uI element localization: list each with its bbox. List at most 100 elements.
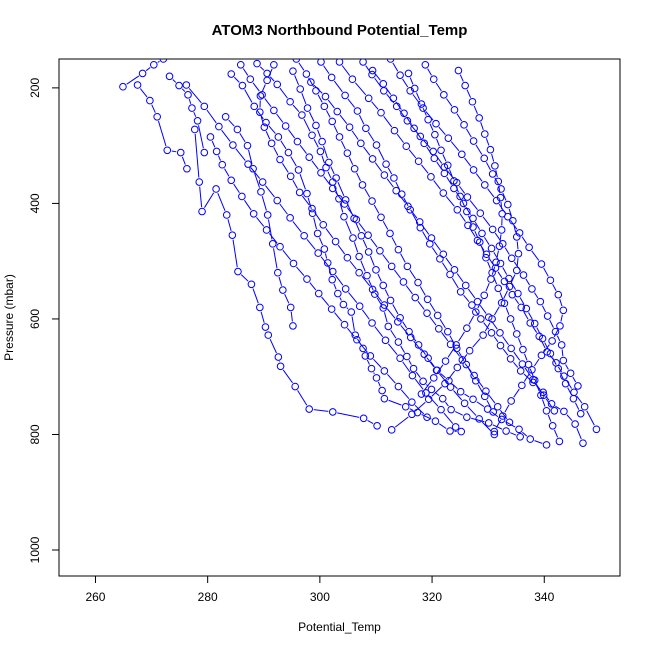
series-segment (555, 405, 561, 410)
series-segment (351, 130, 359, 140)
series-segment (435, 82, 442, 92)
series-segment (443, 412, 454, 424)
data-point (200, 148, 209, 157)
series-segment (376, 297, 382, 305)
data-point (328, 275, 337, 284)
series-segment (313, 409, 329, 412)
series-segment (463, 294, 470, 302)
data-point (238, 81, 247, 90)
data-point (367, 364, 376, 373)
data-point (193, 117, 202, 125)
series-12 (386, 59, 568, 436)
data-point (262, 226, 271, 234)
series-segment (483, 236, 490, 245)
data-point (347, 308, 356, 316)
data-point (328, 117, 337, 126)
series-segment (374, 292, 383, 302)
data-point (494, 284, 503, 293)
data-point (496, 193, 505, 202)
data-point (403, 262, 412, 271)
data-point (380, 301, 389, 309)
series-segment (541, 399, 546, 407)
data-point (546, 276, 555, 285)
series-segment (451, 278, 459, 289)
series-segment (299, 144, 307, 154)
data-point (150, 60, 158, 69)
data-point (512, 330, 521, 338)
y-tick-label: 200 (28, 78, 42, 98)
series-segment (499, 292, 504, 300)
y-tick-label: 1000 (28, 536, 42, 563)
data-point (516, 367, 525, 375)
data-point (423, 309, 431, 317)
data-point (423, 413, 431, 421)
series-segment (474, 230, 479, 239)
series-segment (500, 410, 508, 420)
series-segment (493, 306, 500, 316)
series-segment (433, 241, 442, 251)
series-segment (260, 116, 264, 123)
series-segment (194, 133, 200, 178)
data-point (429, 75, 438, 84)
data-point (451, 423, 460, 431)
series-segment (406, 116, 413, 125)
data-point (390, 174, 398, 182)
data-point (419, 104, 427, 112)
series-segment (269, 76, 275, 82)
series-segment (377, 381, 381, 387)
data-point (293, 137, 302, 146)
data-point (469, 137, 478, 145)
series-segment (361, 309, 370, 320)
data-point (273, 80, 282, 89)
data-point (312, 121, 320, 130)
data-point (438, 394, 447, 403)
data-point (386, 229, 394, 238)
data-point (542, 406, 551, 415)
series-segment (307, 197, 312, 210)
data-point (340, 200, 349, 208)
data-point (198, 207, 206, 216)
data-point (308, 131, 316, 140)
data-point (368, 197, 376, 205)
series-segment (481, 421, 492, 432)
data-point (480, 181, 489, 189)
data-point (267, 139, 276, 148)
data-point (270, 60, 278, 69)
series-segment (431, 386, 443, 397)
data-point (286, 214, 294, 222)
series-segment (400, 389, 410, 400)
series-segment (514, 298, 520, 305)
data-point (236, 60, 245, 69)
series-segment (348, 157, 354, 165)
data-point (270, 106, 278, 115)
series-segment (292, 221, 302, 233)
data-point (469, 223, 477, 231)
data-point (509, 216, 517, 225)
data-point (456, 192, 464, 201)
series-segment (452, 347, 461, 357)
series-segment (505, 307, 510, 315)
data-point (246, 75, 255, 84)
data-point (480, 130, 489, 138)
series-segment (321, 296, 330, 306)
series-segment (513, 388, 520, 398)
series-segment (265, 131, 271, 140)
series-segment (309, 111, 315, 122)
series-segment (421, 164, 429, 174)
data-point (408, 371, 417, 380)
series-segment (420, 348, 426, 355)
series-segment (390, 329, 397, 339)
series-segment (402, 321, 408, 329)
series-segment (502, 336, 509, 346)
data-point (469, 166, 478, 174)
series-segment (252, 82, 260, 92)
data-point (475, 238, 484, 246)
series-2 (133, 81, 191, 173)
x-tick-label: 260 (85, 590, 105, 604)
series-segment (513, 351, 521, 361)
series-segment (566, 414, 573, 422)
data-point (507, 344, 515, 353)
data-point (286, 97, 294, 106)
data-point (345, 123, 354, 131)
data-point (195, 178, 204, 186)
